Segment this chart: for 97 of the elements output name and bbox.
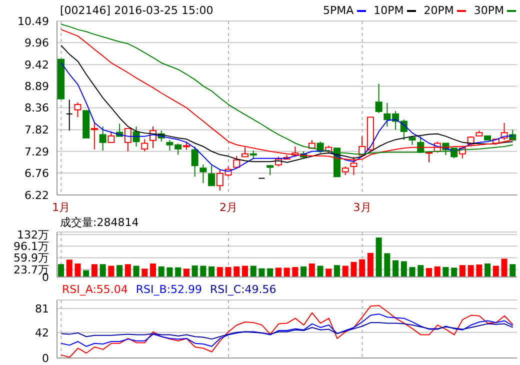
y-tick-label: 81 bbox=[35, 302, 49, 316]
bar bbox=[308, 264, 315, 277]
bar bbox=[216, 267, 223, 277]
bar bbox=[392, 260, 399, 277]
candlestick bbox=[108, 130, 115, 143]
bar bbox=[175, 267, 182, 277]
y-tick-label: 8.89 bbox=[24, 80, 49, 94]
y-tick-label: 8.36 bbox=[24, 102, 49, 115]
bar bbox=[142, 268, 148, 277]
candlestick bbox=[66, 99, 73, 132]
bar bbox=[476, 264, 482, 277]
candlestick bbox=[375, 83, 382, 114]
bar bbox=[426, 268, 432, 277]
bar bbox=[91, 264, 98, 277]
bar bbox=[376, 237, 382, 277]
candlestick bbox=[208, 165, 216, 186]
candlestick bbox=[242, 146, 248, 158]
candlestick bbox=[90, 122, 98, 150]
bar bbox=[234, 266, 240, 277]
y-tick-label: 9.96 bbox=[24, 36, 49, 50]
text: RSI_A:55.04 bbox=[62, 283, 128, 296]
legend-label: 20PM bbox=[424, 4, 454, 17]
bar bbox=[317, 266, 324, 277]
bar bbox=[250, 266, 256, 277]
bar bbox=[501, 258, 508, 277]
bar bbox=[100, 264, 106, 277]
bar bbox=[442, 267, 449, 277]
bar bbox=[200, 266, 206, 277]
candlestick bbox=[233, 155, 240, 168]
text: RSI_C:49.56 bbox=[210, 283, 276, 296]
bar bbox=[451, 268, 458, 277]
bar bbox=[459, 265, 466, 277]
y-tick-label: 10.49 bbox=[18, 14, 49, 28]
bar bbox=[242, 266, 248, 277]
bar bbox=[342, 266, 348, 277]
x-tick-label: 1月 bbox=[52, 200, 70, 214]
bar bbox=[116, 265, 123, 277]
candlestick bbox=[191, 146, 198, 178]
bar bbox=[384, 253, 390, 277]
bar bbox=[350, 262, 357, 277]
y-tick-label: 7.29 bbox=[24, 145, 49, 158]
y-tick-label: 9.42 bbox=[24, 58, 49, 72]
bar bbox=[367, 252, 374, 277]
bar bbox=[74, 264, 81, 277]
y-tick-label: 132万 bbox=[17, 228, 49, 242]
bar bbox=[484, 264, 491, 277]
candlestick bbox=[200, 164, 207, 184]
bar bbox=[284, 268, 290, 277]
bar bbox=[400, 261, 407, 277]
bar bbox=[208, 266, 215, 277]
bar bbox=[133, 266, 140, 277]
y-tick-label: 42 bbox=[35, 326, 49, 340]
bar bbox=[58, 264, 64, 277]
bar bbox=[108, 266, 114, 277]
bar bbox=[166, 267, 173, 277]
bar bbox=[124, 264, 131, 277]
line-series bbox=[60, 314, 514, 347]
line-series bbox=[60, 322, 514, 340]
bar bbox=[334, 265, 340, 277]
bar bbox=[492, 266, 499, 277]
bar bbox=[158, 266, 164, 277]
bar bbox=[510, 264, 516, 277]
legend-label: 30PM bbox=[474, 4, 504, 17]
bar bbox=[434, 266, 440, 277]
x-tick-label: 2月 bbox=[219, 200, 238, 214]
bar bbox=[409, 267, 416, 277]
candlestick bbox=[99, 126, 106, 152]
candlestick bbox=[74, 102, 82, 118]
candlestick bbox=[124, 128, 132, 152]
bar bbox=[225, 267, 232, 277]
bar bbox=[418, 265, 424, 277]
legend-label: 5PMA bbox=[322, 4, 354, 17]
line-series bbox=[60, 304, 514, 358]
chart-title: 成交量:284814 bbox=[60, 215, 139, 230]
bar bbox=[292, 267, 298, 277]
bar bbox=[359, 259, 366, 277]
y-tick-label: 59.9万 bbox=[14, 252, 49, 265]
bar bbox=[300, 266, 307, 277]
y-tick-label: 6.22 bbox=[24, 188, 49, 202]
bar bbox=[258, 268, 265, 277]
bar bbox=[66, 260, 72, 277]
text: RSI_B:52.99 bbox=[136, 283, 202, 296]
bar bbox=[275, 268, 282, 277]
bar bbox=[468, 265, 474, 277]
x-tick-label: 3月 bbox=[353, 200, 372, 214]
bar bbox=[326, 268, 332, 277]
y-tick-label: 96.1万 bbox=[14, 240, 49, 254]
candlestick bbox=[141, 138, 148, 152]
y-tick-label: 7.82 bbox=[24, 124, 49, 137]
chart-title: [002146] 2016-03-25 15:00 bbox=[60, 4, 214, 17]
y-tick-label: 6.76 bbox=[24, 166, 49, 180]
bar bbox=[192, 265, 198, 277]
bar bbox=[150, 264, 156, 277]
y-tick-label: 0 bbox=[42, 352, 49, 365]
legend-label: 10PM bbox=[374, 4, 404, 17]
bar bbox=[267, 268, 274, 277]
bar bbox=[183, 268, 190, 277]
